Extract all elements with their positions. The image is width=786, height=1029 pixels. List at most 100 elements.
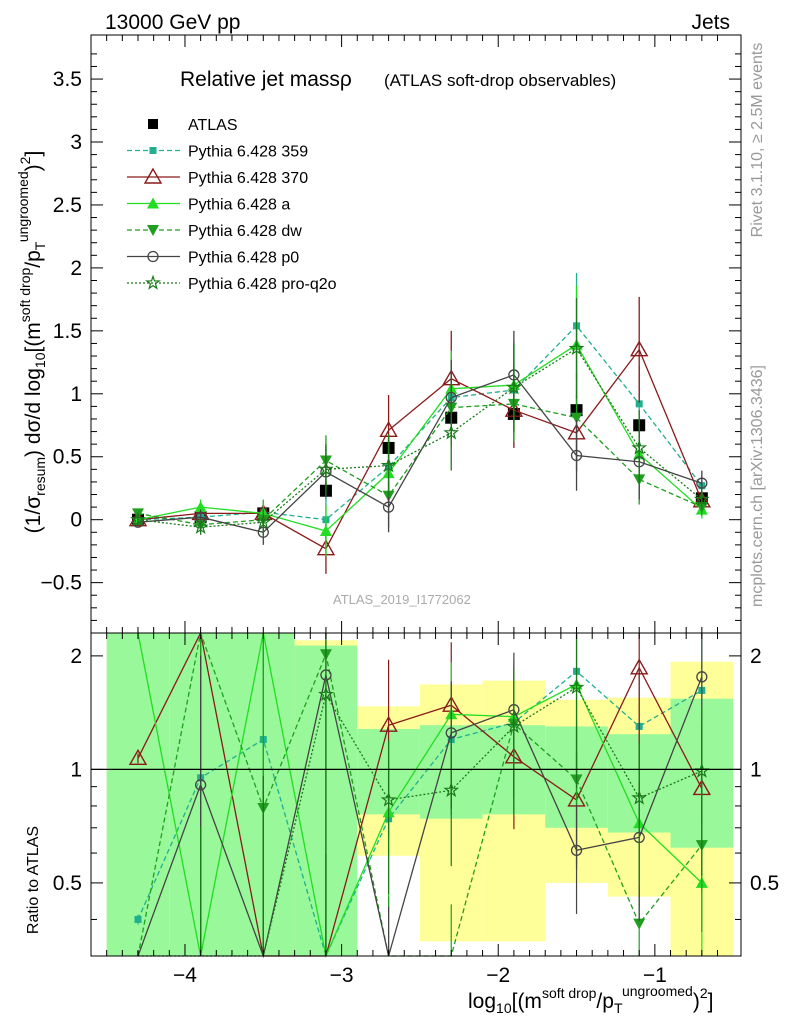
main-ylabel: (1/σresum) dσ/d log10[(msoft drop/pTungr…	[15, 151, 48, 534]
ratio-plot-series	[128, 630, 712, 959]
legend-item-1: Pythia 6.428 359	[127, 144, 308, 161]
header-left: 13000 GeV pp	[105, 11, 240, 34]
ratio-y-tick-label-right: 0.5	[750, 872, 779, 895]
legend-label: Pythia 6.428 a	[188, 197, 290, 214]
legend-marker	[145, 274, 161, 290]
data-point	[319, 525, 332, 537]
series-4	[131, 366, 708, 533]
legend-marker	[143, 167, 163, 184]
y-tick-label: 1.5	[53, 320, 82, 343]
ratio-line-2	[137, 632, 703, 959]
ratio-y-tick-label: 1	[70, 758, 82, 781]
y-tick-label: 3	[70, 131, 82, 154]
y-tick-label: 3.5	[53, 68, 82, 91]
ratio-point	[629, 658, 649, 675]
series-6	[130, 298, 710, 535]
analysis-watermark: ATLAS_2019_I1772062	[333, 592, 471, 607]
ratio-y-tick-label-right: 1	[750, 758, 762, 781]
series-line-4	[137, 403, 703, 526]
ratio-point	[128, 748, 148, 766]
data-point	[192, 518, 209, 535]
series-line-6	[137, 347, 703, 528]
main-plot-series	[128, 272, 712, 574]
x-tick-label: −3	[330, 964, 354, 987]
data-point	[635, 400, 643, 408]
ratio-point	[570, 844, 583, 856]
x-tick-label: −1	[643, 964, 667, 987]
legend-label: Pythia 6.428 370	[188, 170, 308, 187]
data-point	[380, 457, 397, 473]
ratio-point	[379, 715, 398, 732]
x-tick-label: −2	[486, 964, 510, 987]
data-point	[631, 439, 648, 455]
ratio-point	[505, 718, 522, 734]
ratio-ylabel: Ratio to ATLAS	[25, 826, 42, 934]
ratio-point	[443, 781, 460, 798]
legend-label: Pythia 6.428 359	[188, 144, 308, 161]
data-point	[130, 511, 146, 527]
legend-marker	[148, 119, 158, 129]
ratio-point	[696, 671, 708, 683]
axes: −4 −3 −2 −1 −0.5 0 0.5 1 1.5 2 2.5 3 3.5 0.5 0.5 1 1 2 2	[41, 34, 779, 987]
data-point	[696, 477, 708, 489]
series-1	[134, 272, 706, 545]
ratio-point	[194, 779, 207, 791]
legend-label: Pythia 6.428 p0	[188, 250, 299, 267]
ratio-y-tick-label: 2	[70, 645, 82, 668]
data-point	[194, 501, 207, 513]
y-tick-label: 1	[70, 383, 82, 406]
ratio-y-tick-label-right: 2	[750, 645, 762, 668]
legend-label: Pythia 6.428 dw	[188, 223, 302, 240]
legend-item-4: Pythia 6.428 dw	[127, 223, 302, 240]
data-point	[318, 460, 334, 477]
data-point	[694, 491, 710, 507]
data-point	[629, 340, 649, 357]
ratio-point	[633, 918, 646, 930]
chart-subtitle: (ATLAS soft-drop observables)	[384, 71, 616, 90]
ratio-point	[380, 791, 397, 807]
legend-item-3: Pythia 6.428 a	[127, 197, 290, 214]
series-2	[128, 296, 712, 574]
legend-item-2: Pythia 6.428 370	[127, 167, 308, 187]
legend-item-6: Pythia 6.428 pro-q2o	[127, 274, 337, 293]
series-line-5	[137, 374, 703, 534]
x-tick-label: −4	[173, 964, 197, 987]
ratio-line-4	[137, 674, 703, 959]
data-point	[570, 412, 583, 424]
legend: ATLAS Pythia 6.428 359 Pythia 6.428 370 Pyt…	[127, 117, 337, 293]
legend-label: ATLAS	[188, 117, 238, 134]
y-tick-label: −0.5	[41, 572, 82, 595]
header-right: Jets	[691, 11, 730, 34]
mcplots-label: mcplots.cern.ch [arXiv:1306.3436]	[749, 365, 766, 607]
series-line-1	[137, 324, 703, 521]
chart-title: Relative jet massρ	[180, 68, 352, 91]
ratio-point	[568, 679, 585, 695]
legend-marker	[147, 250, 159, 263]
rivet-label: Rivet 3.1.10, ≥ 2.5M events	[749, 43, 766, 238]
ratio-point	[318, 686, 334, 702]
data-point	[568, 340, 585, 356]
y-tick-label: 2	[70, 257, 82, 280]
legend-marker	[147, 197, 159, 209]
ratio-y-tick-label: 0.5	[53, 872, 82, 895]
legend-item-0: ATLAS	[148, 117, 238, 134]
series-line-3	[137, 343, 703, 532]
data-point	[505, 379, 522, 395]
series-line-2	[137, 348, 703, 550]
data-point	[382, 501, 395, 513]
y-tick-label: 0.5	[53, 446, 82, 469]
data-point	[570, 449, 583, 462]
ratio-point	[631, 789, 648, 805]
legend-label: Pythia 6.428 pro-q2o	[188, 276, 337, 293]
y-tick-label: 2.5	[53, 194, 82, 217]
ratio-frame	[90, 632, 742, 957]
ratio-point	[445, 727, 457, 739]
data-point	[443, 424, 460, 440]
ratio-point	[134, 915, 142, 923]
band-green-0	[106, 633, 170, 956]
legend-marker	[147, 225, 159, 236]
y-tick-label: 0	[70, 509, 82, 532]
x-axis-label: log10[(msoft drop/pTungroomed)2]	[468, 983, 713, 1016]
